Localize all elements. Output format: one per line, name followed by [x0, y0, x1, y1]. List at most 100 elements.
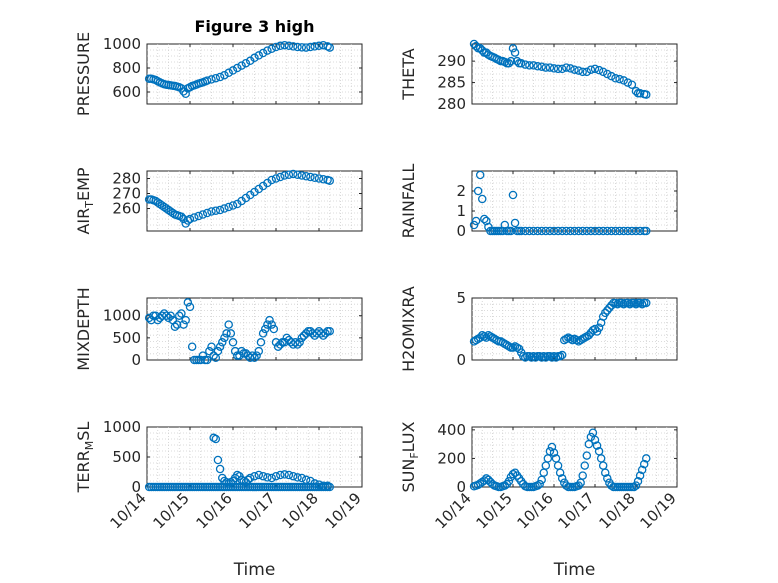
data-point [220, 70, 229, 80]
data-point [284, 470, 294, 480]
y-tick-label: 285 [437, 74, 466, 92]
data-point [325, 326, 334, 336]
data-point [623, 226, 633, 236]
data-point [284, 170, 294, 179]
data-point [263, 46, 272, 55]
data-point [207, 342, 216, 351]
data-point [224, 202, 233, 212]
data-point [562, 63, 571, 72]
data-point [549, 64, 559, 73]
y-tick-label: 0 [456, 351, 466, 369]
data-point [252, 351, 261, 360]
data-point [183, 298, 193, 307]
data-point [321, 329, 330, 338]
data-point [254, 470, 264, 480]
y-tick-label: 2 [456, 182, 466, 200]
data-point [635, 89, 645, 98]
data-point [177, 212, 186, 221]
data-point [475, 333, 485, 342]
y-axis-label: H2OMIXRA [399, 286, 418, 372]
x-tick-label: 10/19 [637, 489, 680, 532]
subplot-rainfall: 0 1 2 RAINFALL [399, 164, 678, 240]
data-point [237, 346, 246, 356]
data-point [642, 90, 651, 99]
data-point [629, 482, 639, 492]
data-point [566, 64, 575, 73]
data-point [198, 210, 208, 219]
chart-title: Figure 3 high [195, 17, 315, 36]
y-axis-label: RAINFALL [399, 164, 418, 239]
x-tick-label: 10/14 [432, 489, 475, 532]
data-point [276, 41, 285, 51]
data-point [635, 226, 645, 236]
data-point [207, 75, 216, 84]
data-point [500, 57, 510, 67]
data-point [473, 186, 483, 196]
data-point [310, 42, 319, 51]
data-point [170, 322, 180, 332]
data-point [631, 481, 641, 490]
data-point [151, 311, 160, 320]
data-point [586, 65, 596, 74]
data-point [241, 477, 251, 487]
data-point [269, 324, 279, 334]
data-point [271, 471, 281, 481]
data-point [319, 331, 328, 340]
data-point [301, 171, 311, 181]
data-point [619, 226, 628, 236]
data-point [529, 226, 538, 236]
data-point [642, 454, 651, 463]
data-point [301, 475, 311, 485]
y-axis-label: MIXDEPTH [74, 287, 93, 370]
data-point [276, 172, 285, 182]
data-point [477, 46, 487, 55]
data-point [215, 342, 225, 351]
data-point [557, 64, 567, 74]
data-point [166, 311, 175, 320]
x-tick-label: 10/16 [193, 489, 236, 532]
data-point [547, 442, 557, 452]
data-point [271, 338, 281, 347]
data-point [557, 226, 567, 236]
data-point [179, 320, 188, 329]
data-point [480, 476, 489, 485]
data-point [482, 333, 491, 342]
data-point [590, 64, 600, 74]
data-point [525, 226, 534, 236]
y-tick-label: 260 [112, 200, 141, 218]
data-point [537, 62, 546, 71]
data-point [164, 313, 173, 323]
data-point [181, 89, 190, 99]
data-point [241, 58, 251, 68]
x-tick-label: 10/19 [322, 489, 365, 532]
data-point [258, 471, 268, 481]
y-tick-label: 0 [456, 478, 466, 496]
data-point [603, 306, 612, 315]
data-point [265, 315, 274, 325]
y-axis-label: THETA [399, 48, 418, 100]
y-axis-label: TERRMSL [74, 422, 96, 494]
data-point [516, 59, 526, 68]
data-point [611, 226, 620, 236]
data-point [469, 220, 479, 230]
data-point [490, 53, 499, 62]
data-point [541, 63, 551, 72]
y-tick-label: 0 [131, 351, 141, 369]
data-point [288, 42, 298, 51]
y-tick-label: 270 [112, 185, 141, 203]
data-point [245, 473, 255, 483]
data-point [525, 61, 534, 70]
data-point [605, 303, 614, 313]
data-point [267, 44, 276, 54]
data-point [471, 41, 481, 51]
data-point [310, 479, 319, 488]
data-point [230, 346, 240, 356]
data-point [533, 62, 542, 71]
data-point [325, 43, 334, 52]
data-point [545, 226, 555, 236]
data-point [535, 479, 544, 489]
data-point [288, 169, 298, 179]
data-point [202, 355, 212, 365]
